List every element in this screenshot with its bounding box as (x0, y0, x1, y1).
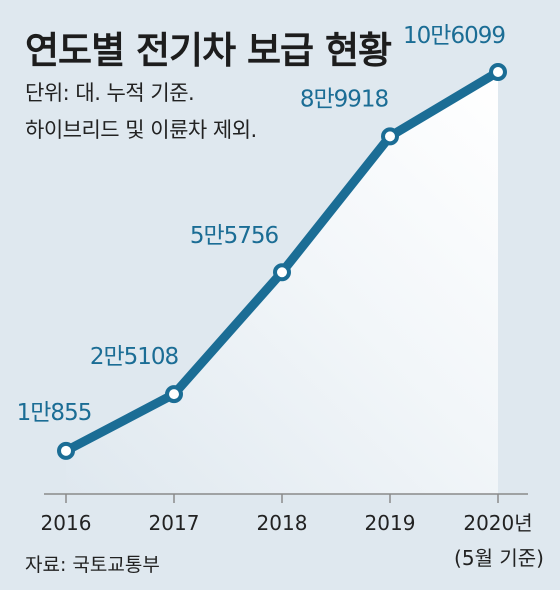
chart-title: 연도별 전기차 보급 현황 (25, 29, 392, 72)
x-tick-label: 2018 (257, 511, 308, 535)
x-tick-label: 2019 (365, 511, 416, 535)
data-point (489, 62, 507, 81)
area-fill (66, 71, 498, 495)
x-tick-sublabel: (5월 기준) (454, 546, 544, 570)
data-point (57, 441, 75, 460)
data-point (165, 385, 183, 404)
unit-note: 단위: 대. 누적 기준. (25, 81, 195, 105)
data-label: 10만6099 (403, 23, 505, 49)
data-label: 2만5108 (90, 344, 179, 370)
data-point (273, 263, 291, 282)
data-label: 5만5756 (190, 223, 279, 249)
data-label: 8만9918 (300, 86, 389, 112)
source-note: 자료: 국토교통부 (25, 554, 160, 576)
x-tick-label: 2020년 (463, 511, 532, 535)
x-tick-label: 2017 (149, 511, 200, 535)
x-tick-label: 2016 (41, 511, 92, 535)
data-point (381, 127, 399, 146)
data-label: 1만855 (17, 400, 92, 426)
exclusion-note: 하이브리드 및 이륜차 제외. (25, 118, 257, 142)
